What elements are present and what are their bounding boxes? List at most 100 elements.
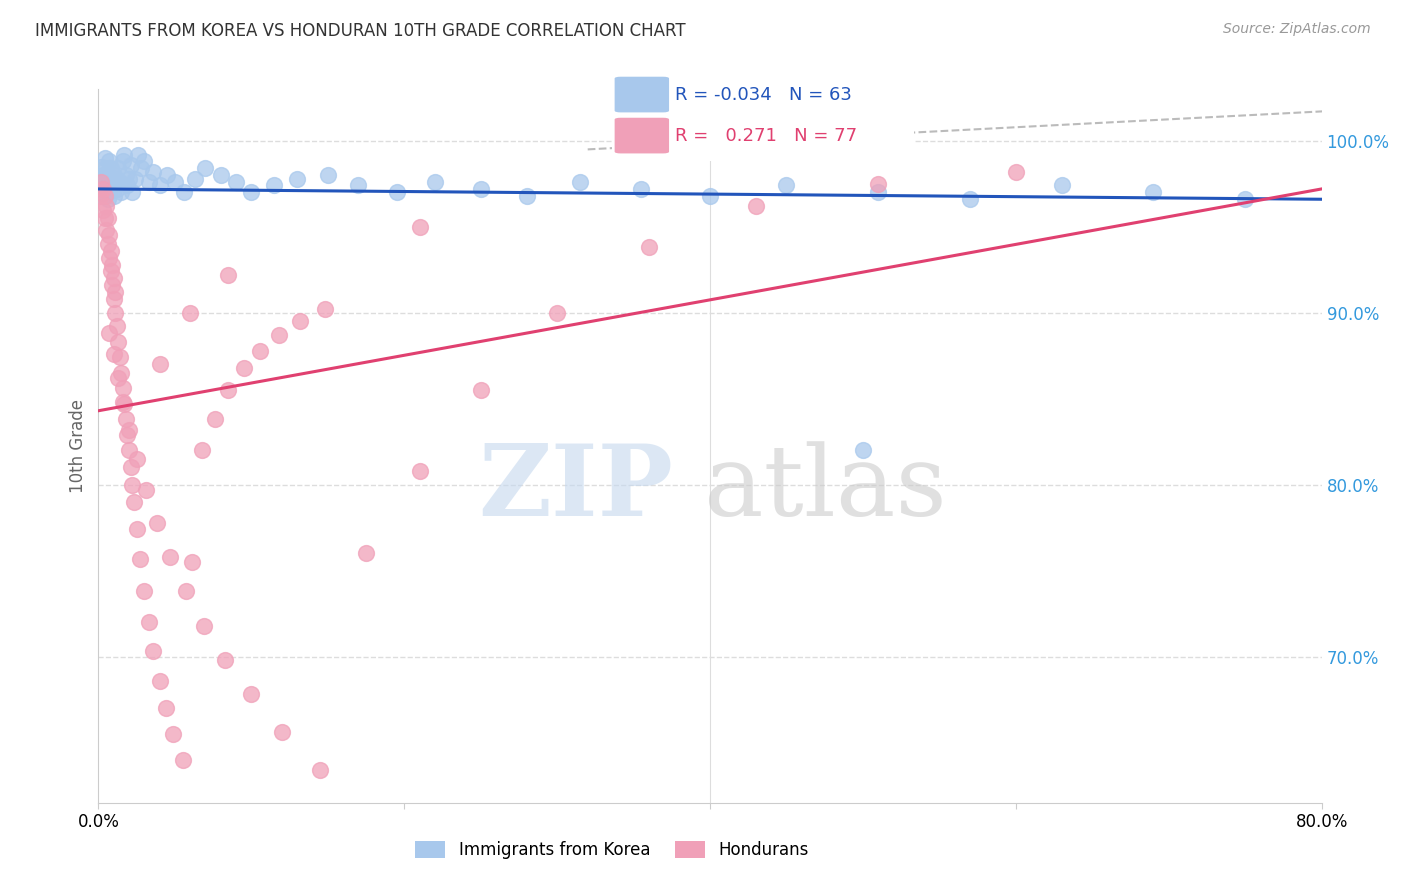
Point bbox=[89, 189, 111, 203]
FancyBboxPatch shape bbox=[614, 118, 669, 153]
Point bbox=[90, 175, 112, 189]
Point bbox=[232, 360, 254, 375]
Point bbox=[191, 443, 214, 458]
Point bbox=[97, 211, 120, 226]
Point bbox=[125, 522, 148, 536]
Point bbox=[111, 381, 134, 395]
Point bbox=[134, 154, 156, 169]
Point bbox=[149, 673, 172, 688]
Point bbox=[108, 175, 131, 189]
Point bbox=[91, 189, 114, 203]
Point bbox=[103, 189, 125, 203]
Point bbox=[172, 753, 194, 767]
Point bbox=[134, 584, 156, 599]
Point bbox=[240, 186, 263, 200]
Point bbox=[354, 546, 377, 560]
Text: Source: ZipAtlas.com: Source: ZipAtlas.com bbox=[1223, 22, 1371, 37]
Point bbox=[103, 347, 125, 361]
Point bbox=[104, 171, 127, 186]
Point bbox=[775, 178, 797, 193]
Point bbox=[1004, 165, 1026, 179]
Point bbox=[240, 688, 263, 702]
Point bbox=[285, 171, 308, 186]
Point bbox=[516, 189, 538, 203]
Text: R =   0.271   N = 77: R = 0.271 N = 77 bbox=[675, 127, 858, 145]
Point bbox=[120, 158, 142, 172]
Point bbox=[162, 727, 184, 741]
Point bbox=[94, 199, 117, 213]
Point bbox=[98, 228, 121, 243]
Point bbox=[122, 495, 145, 509]
Point bbox=[127, 147, 149, 161]
Point bbox=[93, 175, 115, 189]
Point bbox=[111, 395, 134, 409]
Point bbox=[180, 555, 202, 569]
Point bbox=[217, 268, 239, 282]
Point bbox=[546, 306, 568, 320]
Point bbox=[868, 177, 890, 191]
Point bbox=[93, 211, 115, 226]
Point bbox=[97, 236, 120, 251]
Point bbox=[98, 251, 121, 265]
Point bbox=[163, 175, 186, 189]
Point bbox=[630, 182, 652, 196]
Point bbox=[129, 161, 152, 176]
Text: atlas: atlas bbox=[704, 441, 946, 537]
Point bbox=[699, 189, 721, 203]
Point bbox=[470, 383, 492, 397]
Point bbox=[209, 168, 232, 182]
Point bbox=[111, 154, 134, 169]
Point bbox=[101, 258, 124, 272]
Point bbox=[91, 202, 114, 217]
Point bbox=[194, 161, 217, 176]
Point bbox=[142, 644, 165, 658]
Point bbox=[101, 175, 124, 189]
Point bbox=[121, 186, 143, 200]
Point bbox=[90, 182, 112, 196]
Point bbox=[118, 443, 141, 458]
Point bbox=[347, 178, 370, 193]
Point bbox=[104, 285, 127, 299]
Point bbox=[959, 192, 981, 206]
Point bbox=[94, 182, 117, 196]
Point bbox=[100, 244, 122, 258]
Point bbox=[105, 319, 128, 334]
Point bbox=[103, 271, 125, 285]
Point bbox=[155, 701, 177, 715]
Point bbox=[270, 725, 292, 739]
Point bbox=[145, 516, 167, 530]
Point bbox=[94, 161, 117, 176]
Point bbox=[184, 171, 207, 186]
Point bbox=[174, 584, 197, 599]
Point bbox=[120, 460, 142, 475]
Point bbox=[110, 366, 132, 380]
Point bbox=[103, 168, 125, 182]
Point bbox=[217, 383, 239, 397]
Point bbox=[316, 168, 339, 182]
Point bbox=[637, 240, 661, 254]
Point bbox=[108, 351, 131, 365]
Point bbox=[138, 175, 160, 189]
Point bbox=[408, 219, 430, 234]
Point bbox=[100, 178, 122, 193]
Point bbox=[107, 371, 129, 385]
Point bbox=[110, 186, 132, 200]
Point bbox=[193, 618, 215, 632]
Point bbox=[98, 326, 121, 341]
Point bbox=[98, 154, 121, 169]
Point bbox=[569, 175, 592, 189]
Point bbox=[142, 165, 165, 179]
Point bbox=[385, 186, 408, 200]
Point bbox=[117, 178, 139, 193]
Point bbox=[423, 175, 446, 189]
Point bbox=[97, 168, 120, 182]
Point bbox=[117, 427, 139, 442]
FancyBboxPatch shape bbox=[614, 77, 669, 112]
Point bbox=[124, 171, 146, 186]
Point bbox=[103, 292, 125, 306]
Point bbox=[89, 177, 111, 191]
Point bbox=[107, 161, 129, 176]
Point bbox=[1050, 178, 1073, 193]
Point bbox=[214, 653, 236, 667]
Text: R = -0.034   N = 63: R = -0.034 N = 63 bbox=[675, 86, 852, 103]
